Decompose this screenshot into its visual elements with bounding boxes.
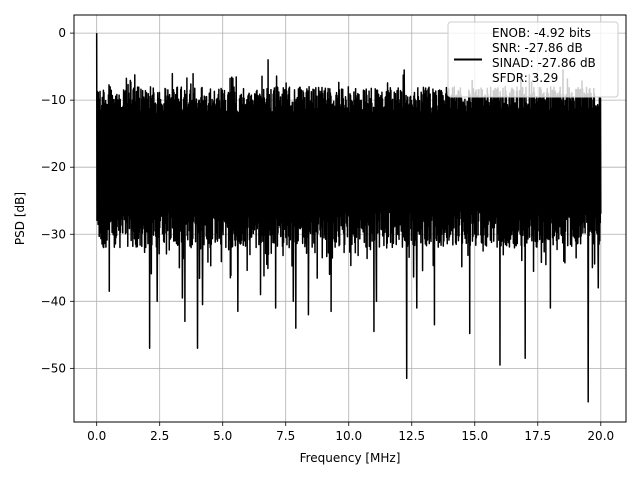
x-tick-label: 5.0 [213,429,232,443]
x-tick-label: 15.0 [461,429,488,443]
plot-area [95,33,602,403]
legend-label-line: SFDR: 3.29 [492,71,558,85]
x-tick-label: 20.0 [587,429,614,443]
x-tick-label: 7.5 [276,429,295,443]
y-tick-label: −30 [41,227,66,241]
y-tick-label: −40 [41,294,66,308]
legend-label-line: SNR: -27.86 dB [492,41,583,55]
x-tick-label: 2.5 [150,429,169,443]
y-tick-label: 0 [58,26,66,40]
x-tick-label: 0.0 [87,429,106,443]
y-tick-label: −20 [41,160,66,174]
x-tick-label: 10.0 [335,429,362,443]
legend-label-line: SINAD: -27.86 dB [492,56,596,70]
y-tick-label: −50 [41,361,66,375]
psd-series-line [95,33,602,403]
axes-frame [73,14,627,423]
x-tick-label: 12.5 [398,429,425,443]
y-tick-label: −10 [41,93,66,107]
legend-label-line: ENOB: -4.92 bits [492,26,591,40]
x-axis-label: Frequency [MHz] [300,451,401,465]
axis-ticks: 0.0 2.5 5.0 7.5 10.0 12.5 15.0 17.5 20.0 0 −10 −20 −… [41,26,614,443]
y-axis-label: PSD [dB] [13,192,27,245]
x-tick-label: 17.5 [524,429,551,443]
legend-box [447,21,619,98]
